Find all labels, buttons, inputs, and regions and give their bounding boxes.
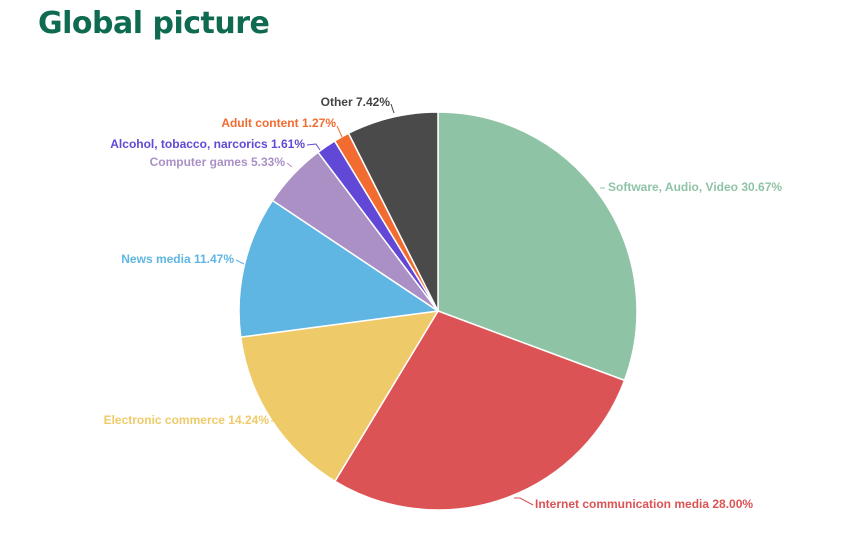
- leader-line: [306, 143, 321, 151]
- leader-line: [390, 103, 395, 114]
- pie-slice-software-audio-video[interactable]: [437, 111, 638, 382]
- slice-label: Other 7.42%: [321, 95, 391, 109]
- leader-line: [235, 259, 245, 265]
- slice-label: Internet communication media 28.00%: [535, 497, 753, 511]
- pie-slice-news-media[interactable]: [238, 199, 439, 338]
- page-title: Global picture: [38, 6, 270, 41]
- slice-label: Software, Audio, Video 30.67%: [608, 180, 782, 194]
- pie-leader-lines: [235, 103, 605, 506]
- pie-slice-electronic-commerce[interactable]: [239, 310, 439, 482]
- pie-slice-internet-communication-media[interactable]: [334, 310, 626, 511]
- pie-slices: [238, 111, 638, 511]
- leader-line: [286, 162, 293, 168]
- slice-label: Computer games 5.33%: [150, 155, 286, 169]
- leader-line: [336, 125, 343, 138]
- leader-line: [514, 497, 534, 506]
- slice-label: Electronic commerce 14.24%: [104, 413, 270, 427]
- pie-labels: Software, Audio, Video 30.67% Internet co…: [104, 95, 783, 511]
- slice-label: Adult content 1.27%: [221, 116, 336, 130]
- slice-label: News media 11.47%: [121, 252, 234, 266]
- pie-slice-other[interactable]: [347, 111, 439, 312]
- slice-label: Alcohol, tobacco, narcorics 1.61%: [110, 137, 305, 151]
